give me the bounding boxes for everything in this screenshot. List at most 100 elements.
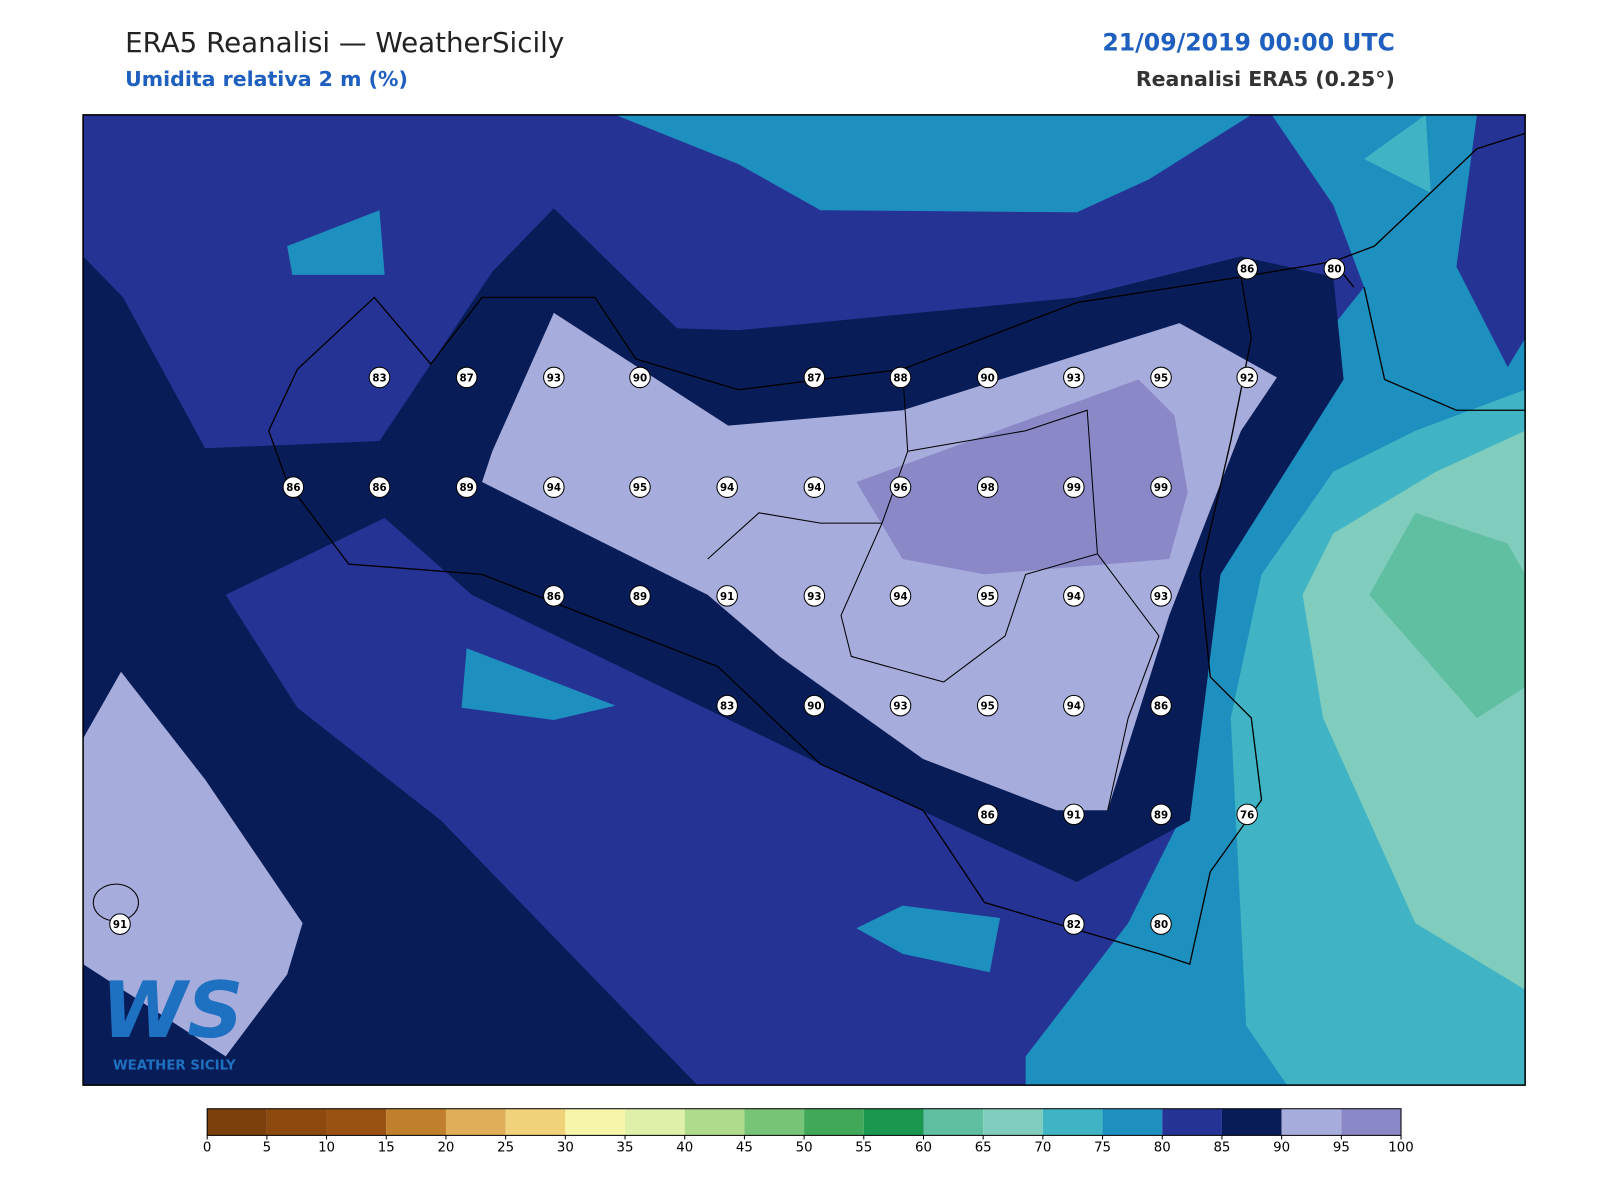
station-marker [1150,585,1172,607]
station-value: 86 [286,482,300,494]
colorbar-tick-label: 40 [676,1141,693,1156]
map-frame [82,114,1526,1086]
station-value: 95 [981,591,995,603]
colorbar-tick-label: 65 [975,1141,992,1156]
colorbar-tick-label: 90 [1273,1141,1290,1156]
station-value: 95 [633,482,647,494]
station-marker [1150,476,1172,498]
logo: WS [101,966,243,1056]
station-marker [282,476,305,498]
colorbar-tick-label: 15 [378,1141,395,1156]
colorbar-segment [1042,1108,1103,1136]
station-marker [1063,366,1085,389]
colorbar-segment [326,1108,387,1136]
colorbar-segment [1341,1108,1402,1136]
colorbar-segment [207,1108,267,1136]
station-marker [803,476,826,498]
station-value: 94 [1067,591,1081,603]
colorbar-tick-label: 0 [203,1141,211,1156]
station-marker [543,585,565,607]
station-value: 87 [460,372,474,384]
station-marker [889,694,912,717]
colorbar-segment [445,1108,506,1136]
title: ERA5 Reanalisi — WeatherSicily [125,26,564,59]
station-marker [368,366,391,389]
colorbar-tick-label: 30 [557,1141,574,1156]
station-value: 89 [460,482,474,494]
station-value: 90 [981,372,995,384]
station-value: 83 [372,372,386,384]
station-marker [976,366,999,389]
colorbar-segment [1221,1108,1282,1136]
station-marker [803,366,826,389]
subtitle: Umidita relativa 2 m (%) [125,67,408,91]
colorbar-segment [863,1108,924,1136]
station-marker [1063,585,1085,607]
station-marker [1063,913,1085,935]
station-value: 94 [807,482,821,494]
station-value: 95 [981,701,995,713]
station-marker [1150,803,1172,826]
station-value: 89 [633,591,647,603]
station-value: 82 [1067,919,1081,931]
station-marker [1236,257,1258,280]
station-marker [1236,803,1258,826]
contour [615,114,1252,213]
colorbar-tick-label: 85 [1213,1141,1230,1156]
contour [1456,114,1526,368]
province-border [707,369,1160,811]
station-marker [1150,694,1172,717]
station-value: 91 [1067,809,1081,821]
colorbar-tick-label: 60 [915,1141,932,1156]
colorbar-tick-label: 75 [1094,1141,1111,1156]
station-marker [455,476,478,498]
station-marker [976,585,999,607]
colorbar-segment [386,1108,446,1136]
station-marker [1150,913,1172,935]
colorbar-tick-label: 80 [1154,1141,1171,1156]
station-marker [629,366,651,389]
colorbar-tick-label: 100 [1388,1141,1413,1156]
station-value: 96 [893,482,907,494]
station-value: 91 [720,591,734,603]
station-value: 86 [1154,701,1168,713]
station-value: 93 [1154,591,1168,603]
station-marker [543,476,565,498]
map [83,114,1526,1086]
station-value: 91 [113,919,127,931]
station-marker [1063,476,1085,498]
colorbar: 0 5 10 15 20 25 30 35 40 45 50 55 60 65 70 75 80 85 90 95 10… [203,1108,1414,1156]
station-marker [629,476,651,498]
station-value: 94 [547,482,561,494]
station-value: 88 [893,372,907,384]
station-value: 87 [807,372,821,384]
station-marker [543,366,565,389]
contour [856,379,1188,575]
colorbar-segment [923,1108,984,1136]
station-value: 94 [720,482,734,494]
colorbar-tick-label: 35 [617,1141,634,1156]
station-value: 95 [1154,372,1168,384]
colorbar-tick-label: 10 [318,1141,335,1156]
contour [83,671,303,1057]
station-marker [976,803,999,826]
contour [287,210,385,275]
colorbar-tick-label: 25 [497,1141,514,1156]
station-marker [1236,366,1258,389]
station-value: 86 [372,482,386,494]
station-marker [716,694,738,717]
station-value: 99 [1154,482,1168,494]
colorbar-tick-label: 5 [263,1141,271,1156]
station-value: 80 [1154,919,1168,931]
contour [856,905,1000,973]
station-marker [976,476,999,498]
station-value: 94 [1067,701,1081,713]
station-value: 86 [981,809,995,821]
logo-caption: WEATHER SICILY [113,1059,236,1074]
station-marker [889,476,912,498]
station-value: 83 [720,701,734,713]
colorbar-segment [625,1108,685,1136]
station-value: 94 [893,591,907,603]
contour [461,648,616,720]
